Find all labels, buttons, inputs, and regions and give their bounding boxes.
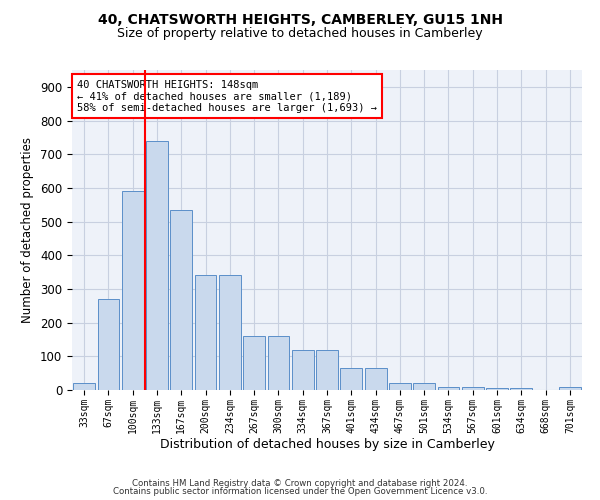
Bar	[170, 210, 192, 390]
Text: Contains HM Land Registry data © Crown copyright and database right 2024.: Contains HM Land Registry data © Crown c…	[132, 478, 468, 488]
Bar	[413, 384, 435, 390]
Bar	[219, 276, 241, 390]
Bar	[462, 386, 484, 390]
Bar	[73, 384, 95, 390]
Bar	[511, 388, 532, 390]
Bar	[97, 299, 119, 390]
Bar	[365, 368, 386, 390]
Bar	[268, 336, 289, 390]
Bar	[559, 388, 581, 390]
Text: 40, CHATSWORTH HEIGHTS, CAMBERLEY, GU15 1NH: 40, CHATSWORTH HEIGHTS, CAMBERLEY, GU15 …	[97, 12, 503, 26]
Bar	[146, 140, 168, 390]
Bar	[316, 350, 338, 390]
Bar	[389, 384, 411, 390]
Bar	[194, 276, 217, 390]
Text: 40 CHATSWORTH HEIGHTS: 148sqm
← 41% of detached houses are smaller (1,189)
58% o: 40 CHATSWORTH HEIGHTS: 148sqm ← 41% of d…	[77, 80, 377, 113]
Bar	[292, 350, 314, 390]
Bar	[437, 386, 460, 390]
Text: Contains public sector information licensed under the Open Government Licence v3: Contains public sector information licen…	[113, 487, 487, 496]
Bar	[486, 388, 508, 390]
Text: Size of property relative to detached houses in Camberley: Size of property relative to detached ho…	[117, 28, 483, 40]
Bar	[122, 192, 143, 390]
X-axis label: Distribution of detached houses by size in Camberley: Distribution of detached houses by size …	[160, 438, 494, 452]
Bar	[340, 368, 362, 390]
Bar	[243, 336, 265, 390]
Y-axis label: Number of detached properties: Number of detached properties	[22, 137, 34, 323]
